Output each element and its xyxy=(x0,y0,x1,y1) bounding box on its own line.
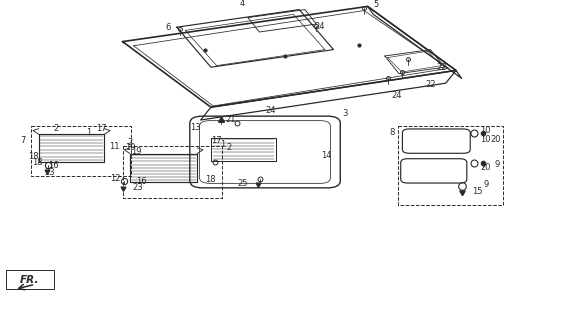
Text: 19: 19 xyxy=(125,143,135,152)
Text: 25: 25 xyxy=(237,179,247,188)
Text: 8: 8 xyxy=(389,128,395,137)
Text: 16: 16 xyxy=(136,177,146,186)
Text: 10: 10 xyxy=(481,126,491,135)
Text: 4: 4 xyxy=(239,0,245,8)
Text: 17: 17 xyxy=(96,124,107,133)
Text: 20: 20 xyxy=(491,135,501,144)
Text: 17: 17 xyxy=(211,136,222,145)
Text: 1: 1 xyxy=(86,128,91,137)
Text: 13: 13 xyxy=(190,123,200,132)
Text: 2: 2 xyxy=(127,138,133,147)
Text: 2: 2 xyxy=(53,124,59,133)
Text: 7: 7 xyxy=(20,136,26,145)
Text: 10: 10 xyxy=(481,135,491,144)
Text: 19: 19 xyxy=(132,147,142,156)
Text: 18: 18 xyxy=(206,175,216,184)
Text: 5: 5 xyxy=(373,0,379,9)
Text: 14: 14 xyxy=(321,151,331,160)
Text: 21: 21 xyxy=(226,116,236,124)
Text: 23: 23 xyxy=(133,183,143,192)
Text: 15: 15 xyxy=(473,188,483,196)
Text: 23: 23 xyxy=(45,168,55,177)
Text: 12: 12 xyxy=(110,174,120,183)
Text: 9: 9 xyxy=(494,160,500,169)
Text: 9: 9 xyxy=(483,180,488,189)
Text: 22: 22 xyxy=(425,80,435,89)
Text: 22: 22 xyxy=(437,63,447,72)
Text: 24: 24 xyxy=(314,22,324,31)
Text: 2: 2 xyxy=(226,143,232,152)
Text: 20: 20 xyxy=(481,164,491,172)
Text: 24: 24 xyxy=(266,106,276,115)
Text: 6: 6 xyxy=(165,23,171,32)
Text: 24: 24 xyxy=(391,92,401,100)
Text: 16: 16 xyxy=(48,161,58,170)
Text: 1: 1 xyxy=(219,140,225,149)
Text: FR.: FR. xyxy=(20,275,39,285)
Text: 11: 11 xyxy=(109,142,119,151)
Text: 3: 3 xyxy=(342,109,348,118)
Text: 18: 18 xyxy=(28,152,38,161)
Text: 18: 18 xyxy=(32,158,42,167)
